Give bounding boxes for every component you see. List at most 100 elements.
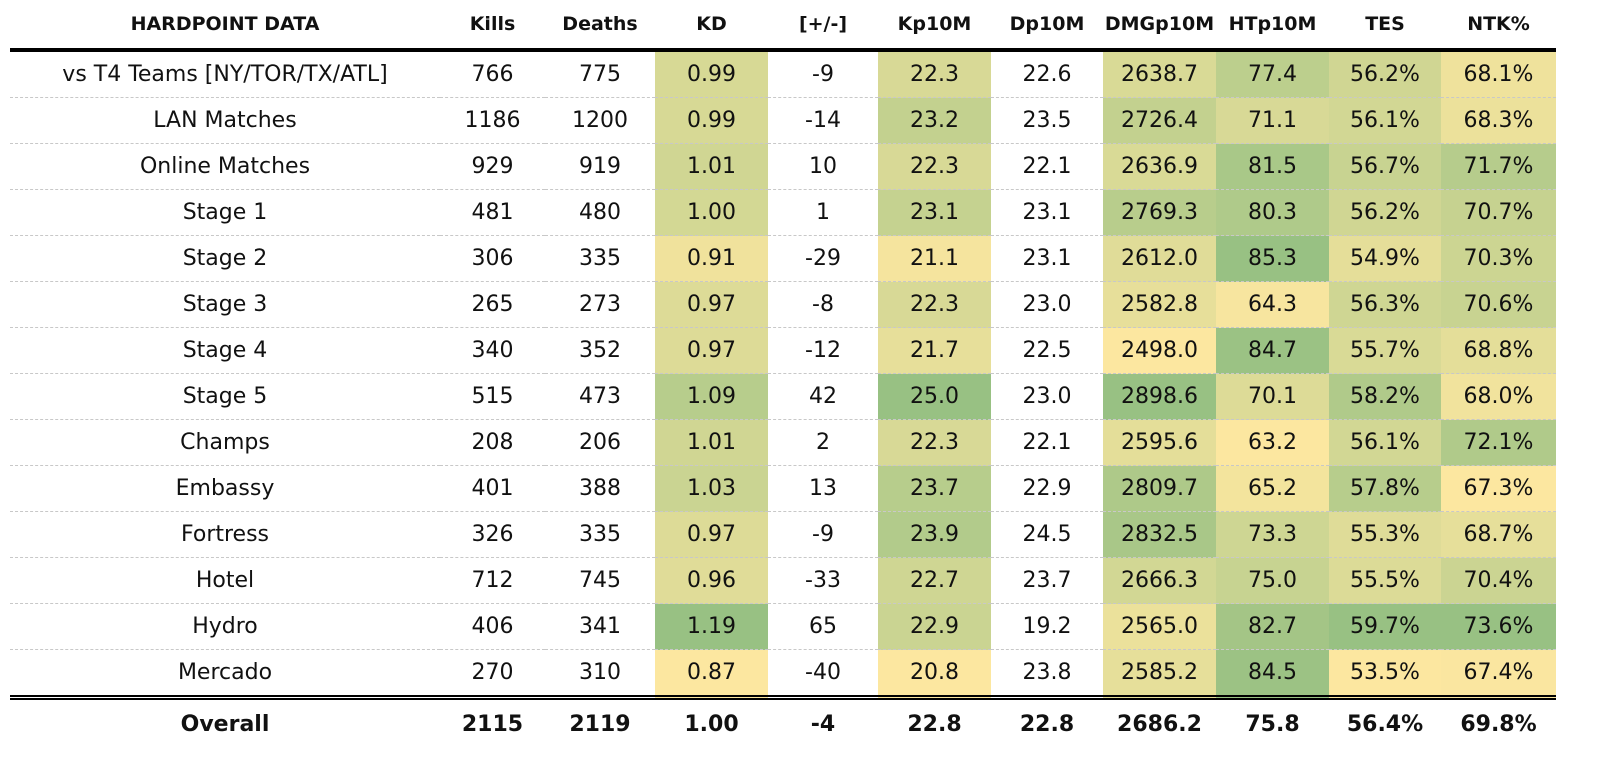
cell-htp10m: 70.1 [1216,373,1329,420]
column-header: HTp10M [1216,0,1329,52]
cell-dmgp10m: 2565.0 [1103,603,1216,650]
cell-ntk: 70.3% [1441,235,1556,282]
cell-: -9 [768,50,878,98]
cell-kills: 515 [440,373,545,420]
cell-kills: 1186 [440,97,545,144]
cell-htp10m: 65.2 [1216,465,1329,512]
cell-dmgp10m: 2498.0 [1103,327,1216,374]
cell-kp10m: 23.7 [878,465,991,512]
cell-kp10m: 25.0 [878,373,991,420]
cell-htp10m: 71.1 [1216,97,1329,144]
cell-tes: 54.9% [1329,235,1441,282]
row-label: Champs [10,419,440,466]
overall-cell: 56.4% [1329,695,1441,746]
table-title: HARDPOINT DATA [10,0,440,52]
overall-cell: 75.8 [1216,695,1329,746]
row-label: Stage 1 [10,189,440,236]
cell-kp10m: 23.9 [878,511,991,558]
cell-dp10m: 22.1 [991,143,1103,190]
cell-dmgp10m: 2666.3 [1103,557,1216,604]
table-row: Stage 3 265 273 0.97 -8 22.3 23.0 2582.8 64.3 56.… [10,281,1556,328]
cell-ntk: 68.0% [1441,373,1556,420]
header-row: HARDPOINT DATA Kills Deaths KD [+/-] Kp10M Dp… [10,0,1556,52]
cell-dp10m: 23.8 [1022,660,1072,685]
column-header: NTK% [1441,0,1556,52]
cell-tes: 55.5% [1329,557,1441,604]
cell-kills: 326 [440,511,545,558]
cell-deaths: 341 [545,603,655,650]
cell-ntk: 72.1% [1441,419,1556,466]
cell-kills: 401 [440,465,545,512]
cell-kp10m: 21.7 [878,327,991,374]
cell-kills: 340 [440,327,545,374]
cell-tes: 55.7% [1329,327,1441,374]
cell-tes: 56.3% [1329,281,1441,328]
cell-deaths: 335 [545,235,655,282]
row-label: Stage 3 [10,281,440,328]
cell-kp10m: 20.8 [878,649,991,698]
cell-kills: 270 [471,660,514,685]
cell-htp10m: 84.7 [1216,327,1329,374]
cell-deaths: 745 [545,557,655,604]
column-header: DMGp10M [1103,0,1216,52]
cell-dmgp10m: 2636.9 [1103,143,1216,190]
table-row: Stage 4 340 352 0.97 -12 21.7 22.5 2498.0 84.7 55… [10,327,1556,374]
overall-cell: 1.00 [655,695,768,746]
cell-kd: 1.00 [655,189,768,236]
row-label: Embassy [10,465,440,512]
table-row: Stage 5 515 473 1.09 42 25.0 23.0 2898.6 70.1 58.… [10,373,1556,420]
cell-dmgp10m: 2582.8 [1103,281,1216,328]
cell-ntk: 70.4% [1441,557,1556,604]
overall-cell: -4 [768,695,878,746]
cell-dp10m: 22.6 [991,50,1103,98]
cell-deaths: 352 [545,327,655,374]
cell-kp10m: 21.1 [878,235,991,282]
cell-kp10m: 22.3 [878,419,991,466]
cell-dp10m: 23.1 [991,235,1103,282]
table-row: Fortress 326 335 0.97 -9 23.9 24.5 2832.5 73.3 55… [10,511,1556,558]
cell-ntk: 67.3% [1441,465,1556,512]
cell-tes: 59.7% [1329,603,1441,650]
row-label: Online Matches [10,143,440,190]
cell-htp10m: 64.3 [1216,281,1329,328]
cell-kp10m: 22.3 [878,281,991,328]
cell-htp10m: 77.4 [1216,50,1329,98]
cell-ntk: 68.8% [1441,327,1556,374]
cell-ntk: 70.6% [1441,281,1556,328]
cell-kills: 306 [440,235,545,282]
cell-: 42 [768,373,878,420]
overall-cell: 22.8 [878,695,991,746]
cell-: -29 [768,235,878,282]
cell-: 1 [768,189,878,236]
table-row: Champs 208 206 1.01 2 22.3 22.1 2595.6 63.2 56.1%… [10,419,1556,466]
cell-kd: 1.19 [655,603,768,650]
cell-htp10m: 85.3 [1216,235,1329,282]
table-row: Online Matches 929 919 1.01 10 22.3 22.1 2636.9… [10,143,1556,190]
table-row: Hydro 406 341 1.19 65 22.9 19.2 2565.0 82.7 59.7%… [10,603,1556,650]
column-header: Kp10M [878,0,991,52]
cell-kd: 0.87 [655,649,768,698]
cell-deaths: 473 [545,373,655,420]
cell-ntk: 71.7% [1441,143,1556,190]
cell-deaths: 388 [545,465,655,512]
cell-deaths: 480 [545,189,655,236]
cell-dp10m: 23.1 [991,189,1103,236]
cell-kd: 1.09 [655,373,768,420]
cell-dp10m: 22.1 [991,419,1103,466]
cell-dmgp10m: 2898.6 [1103,373,1216,420]
overall-cell: 2115 [440,695,545,746]
cell-htp10m: 84.5 [1216,649,1329,698]
cell-: -33 [768,557,878,604]
cell-: -12 [768,327,878,374]
row-label: Stage 4 [10,327,440,374]
cell-dmgp10m: 2595.6 [1103,419,1216,466]
cell-ntk: 67.4% [1441,649,1556,698]
table-row: Mercado 270 310 0.87 -40 20.8 23.8 2585.2 84.5 53… [10,649,1556,698]
cell-kp10m: 22.9 [878,603,991,650]
row-label: Hotel [10,557,440,604]
column-header: TES [1329,0,1441,52]
cell-kd: 1.01 [655,419,768,466]
cell-dp10m: 23.5 [991,97,1103,144]
cell-dmgp10m: 2612.0 [1103,235,1216,282]
overall-cell: 22.8 [991,695,1103,746]
